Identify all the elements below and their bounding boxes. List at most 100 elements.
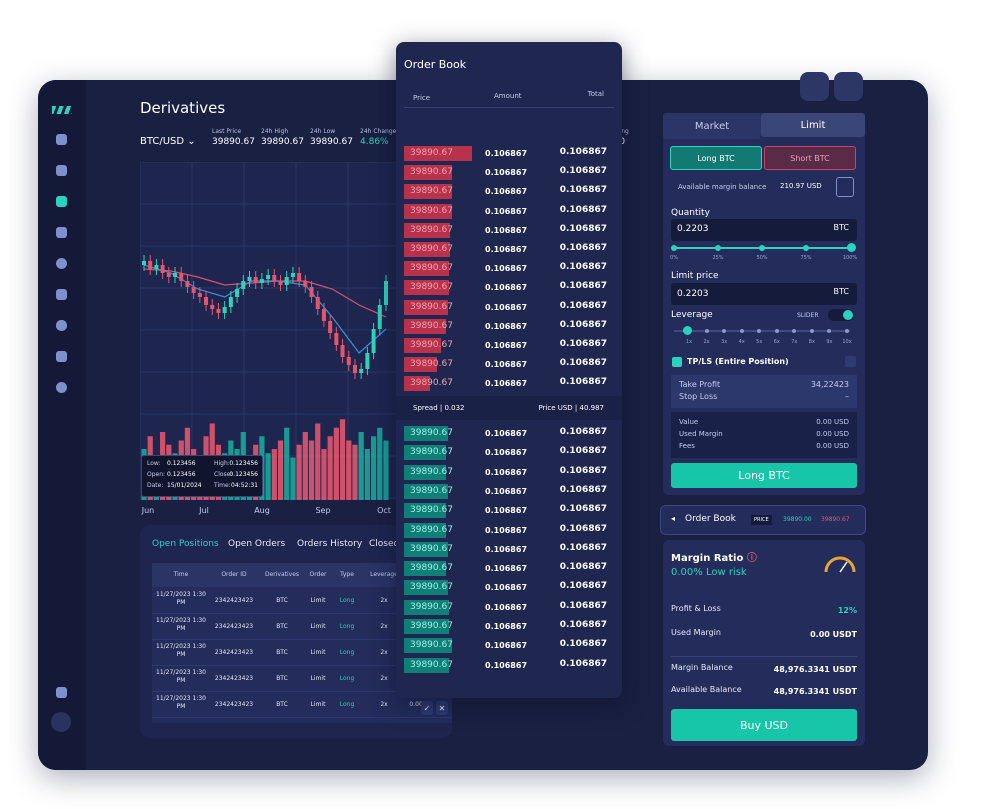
x-tick-label: Aug (254, 506, 270, 515)
nav-icon[interactable] (56, 382, 67, 393)
stat-value: 39890.67 (261, 137, 304, 147)
slider-switch[interactable] (828, 309, 854, 321)
amount: 0.106867 (485, 544, 528, 554)
amount: 0.106867 (485, 187, 528, 197)
sidebar (38, 80, 86, 770)
margin-value: 12% (837, 606, 857, 615)
slider-knob[interactable] (683, 326, 692, 335)
candle-body (173, 273, 178, 277)
amount: 0.106867 (485, 225, 528, 235)
stat-value: 4.86% (360, 137, 389, 147)
depth-bar (404, 522, 447, 538)
cell: Limit (310, 675, 326, 682)
divider (404, 107, 614, 108)
cell: Limit (310, 701, 326, 708)
tab-market[interactable]: Market (663, 113, 761, 139)
slider-tick: 4x (738, 339, 745, 345)
nav-icon[interactable] (56, 227, 67, 238)
calc-button[interactable] (836, 177, 854, 197)
amount: 0.106867 (485, 321, 528, 331)
stat-value: 39890.67 (212, 137, 255, 147)
nav-icon[interactable] (56, 134, 67, 145)
leverage-slider[interactable] (674, 330, 850, 332)
page-title: Derivatives (140, 99, 226, 117)
mark-price: Price USD | 40.987 (538, 404, 604, 412)
cell: 2x (380, 701, 388, 708)
price: 39890.67 (410, 582, 453, 593)
nav-icon[interactable] (56, 351, 67, 362)
user-button[interactable] (800, 72, 829, 101)
tpsl-checkbox[interactable] (672, 357, 682, 367)
positions-tab[interactable]: Open Orders (228, 539, 286, 549)
slider-tick: 6x (773, 339, 780, 345)
candle-body (216, 309, 221, 313)
total: 0.106867 (559, 542, 607, 553)
quantity-input[interactable]: 0.2203 BTC (671, 219, 857, 241)
submit-button[interactable]: Long BTC (671, 463, 857, 488)
depth-bar (404, 299, 449, 315)
depth-bar (404, 638, 452, 654)
slider-tick: 8x (808, 339, 815, 345)
positions-tab[interactable]: Orders History (297, 539, 363, 549)
confirm-button[interactable]: ✓ (421, 701, 433, 715)
volume-bar (271, 449, 277, 500)
slider-dot (792, 329, 797, 333)
summary-value: 0.00 USD (816, 442, 849, 450)
globe-button[interactable] (834, 72, 863, 101)
total: 0.106867 (559, 166, 607, 177)
candle-body (235, 289, 240, 297)
pair-select[interactable]: BTC/USD ⌄ (140, 136, 196, 147)
chat-icon[interactable] (56, 687, 67, 698)
volume-bar (346, 440, 352, 500)
total: 0.106867 (559, 446, 607, 457)
margin-title-text: Margin Ratio (671, 553, 744, 564)
cell: Long (339, 623, 355, 630)
x-tick-label: Oct (377, 506, 391, 515)
tooltip-value: 04:52:31 (231, 482, 258, 489)
amount: 0.106867 (485, 149, 528, 158)
nav-icon[interactable] (56, 258, 67, 269)
spread: Spread | 0.032 (413, 404, 465, 412)
total: 0.106867 (559, 658, 607, 669)
limit-value: 0.2203 (677, 289, 709, 299)
total: 0.106867 (559, 639, 607, 650)
tpsl-label: TP/LS (Entire Position) (687, 357, 789, 366)
nav-icon[interactable] (56, 289, 67, 300)
slider-tick: 7x (791, 339, 798, 345)
nav-icon[interactable] (56, 165, 67, 176)
price: 39890.67 (410, 621, 453, 631)
theme-toggle[interactable] (51, 712, 71, 732)
candle-body (365, 353, 370, 369)
price: 39890.67 (410, 320, 453, 331)
candle-body (210, 305, 215, 309)
stat-label: 24h Low (310, 128, 336, 135)
tab-limit[interactable]: Limit (761, 113, 865, 137)
slider-dot (722, 329, 727, 333)
total: 0.106867 (559, 223, 607, 234)
limit-input[interactable]: 0.2203 BTC (671, 283, 857, 305)
candle-body (340, 345, 345, 357)
buy-button[interactable]: Buy USD (671, 709, 857, 741)
cell: 2342423423 (214, 623, 254, 630)
tooltip-label: Time: (214, 482, 231, 489)
cell: 2342423423 (214, 701, 254, 708)
nav-icon[interactable] (56, 320, 67, 331)
positions-tab[interactable]: Open Positions (152, 539, 219, 549)
tpsl-edit[interactable] (845, 356, 856, 367)
candle-body (241, 281, 246, 289)
candle-body (228, 297, 233, 307)
price: 39890.67 (410, 186, 453, 197)
amount: 0.106867 (485, 622, 528, 631)
book-bar[interactable]: ◂ Order Book PRICE 39890.00 39890.67 (660, 505, 866, 535)
gauge (824, 556, 856, 573)
nav-icon[interactable] (56, 196, 67, 207)
cell: 2342423423 (214, 675, 254, 682)
price: 39890.67 (410, 563, 453, 574)
margin-label: Available Balance (671, 685, 742, 694)
volume-bar (377, 427, 383, 500)
cell: Limit (310, 649, 326, 656)
short-toggle[interactable]: Short BTC (764, 146, 856, 170)
gauge-arc (824, 556, 856, 573)
long-toggle[interactable]: Long BTC (670, 146, 762, 170)
cancel-button[interactable]: ✕ (436, 701, 448, 715)
